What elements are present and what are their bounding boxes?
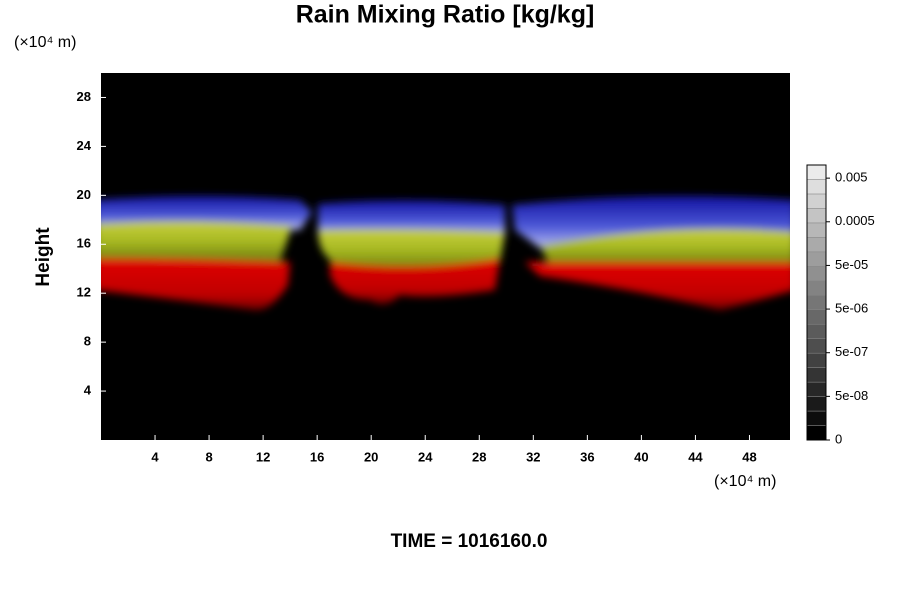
field-shading	[101, 196, 790, 311]
colorbar-frame	[806, 164, 827, 441]
red-band	[525, 261, 790, 310]
colorbar-tick-label: 0.005	[835, 170, 868, 185]
x-tick-label: 44	[688, 449, 703, 464]
y-tick-label: 12	[77, 285, 91, 300]
colorbar-swatch	[806, 179, 827, 195]
x-tick-label: 24	[418, 449, 433, 464]
colorbar-swatch	[806, 352, 827, 368]
colorbar-tick-label: 0	[835, 431, 842, 446]
x-tick-label: 32	[526, 449, 540, 464]
x-tick-label: 8	[205, 449, 212, 464]
green-band	[318, 229, 505, 271]
x-tick-label: 20	[364, 449, 378, 464]
colorbar-swatch	[806, 237, 827, 253]
x-unit: (×10⁴ m)	[714, 473, 776, 490]
colorbar-swatch	[806, 323, 827, 339]
x-tick-label: 12	[256, 449, 270, 464]
colorbar-tick-label: 5e-08	[835, 388, 868, 403]
x-tick-label: 16	[310, 449, 324, 464]
time-annotation: TIME = 1016160.0	[391, 531, 548, 552]
y-axis-label: Height	[33, 227, 54, 287]
red-band	[330, 258, 500, 304]
field	[101, 196, 790, 311]
colorbar: 0.005 0.0005 5e-05 5e-06 5e-07 5e-08 0	[806, 164, 875, 446]
colorbar-swatch	[806, 425, 827, 441]
colorbar-swatch	[806, 295, 827, 310]
x-tick-label: 28	[472, 449, 486, 464]
colorbar-swatch	[806, 396, 827, 412]
colorbar-swatch	[806, 164, 827, 180]
colorbar-swatch	[806, 193, 827, 209]
green-band	[540, 229, 790, 266]
colorbar-swatch	[806, 208, 827, 224]
colorbar-swatch	[806, 309, 827, 325]
y-tick-label: 24	[77, 138, 92, 153]
y-tick-label: 8	[84, 334, 91, 349]
colorbar-swatch	[806, 367, 827, 383]
colorbar-swatch	[806, 251, 827, 267]
blue-band	[101, 196, 312, 230]
colorbar-swatch	[806, 266, 827, 282]
blue-band	[318, 200, 505, 236]
x-tick-label: 4	[151, 449, 159, 464]
colorbar-tick-label: 0.0005	[835, 213, 875, 228]
y-tick-label: 20	[77, 187, 91, 202]
x-tick-label: 48	[742, 449, 756, 464]
colorbar-swatch	[806, 280, 827, 296]
colorbar-swatch	[806, 338, 827, 354]
x-tick-label: 36	[580, 449, 594, 464]
colorbar-tick-label: 5e-06	[835, 301, 868, 316]
chart-title: Rain Mixing Ratio [kg/kg]	[296, 1, 595, 29]
x-tick-label: 40	[634, 449, 648, 464]
y-unit: (×10⁴ m)	[14, 34, 76, 51]
red-band	[101, 258, 290, 311]
colorbar-tick-label: 5e-07	[835, 344, 868, 359]
y-tick-label: 16	[77, 236, 91, 251]
colorbar-swatch	[806, 222, 827, 238]
y-tick-label: 28	[77, 89, 91, 104]
colorbar-swatch	[806, 410, 827, 426]
green-band	[101, 221, 292, 263]
colorbar-tick-label: 5e-05	[835, 257, 868, 272]
colorbar-swatch	[806, 381, 827, 397]
y-tick-label: 4	[84, 383, 92, 398]
